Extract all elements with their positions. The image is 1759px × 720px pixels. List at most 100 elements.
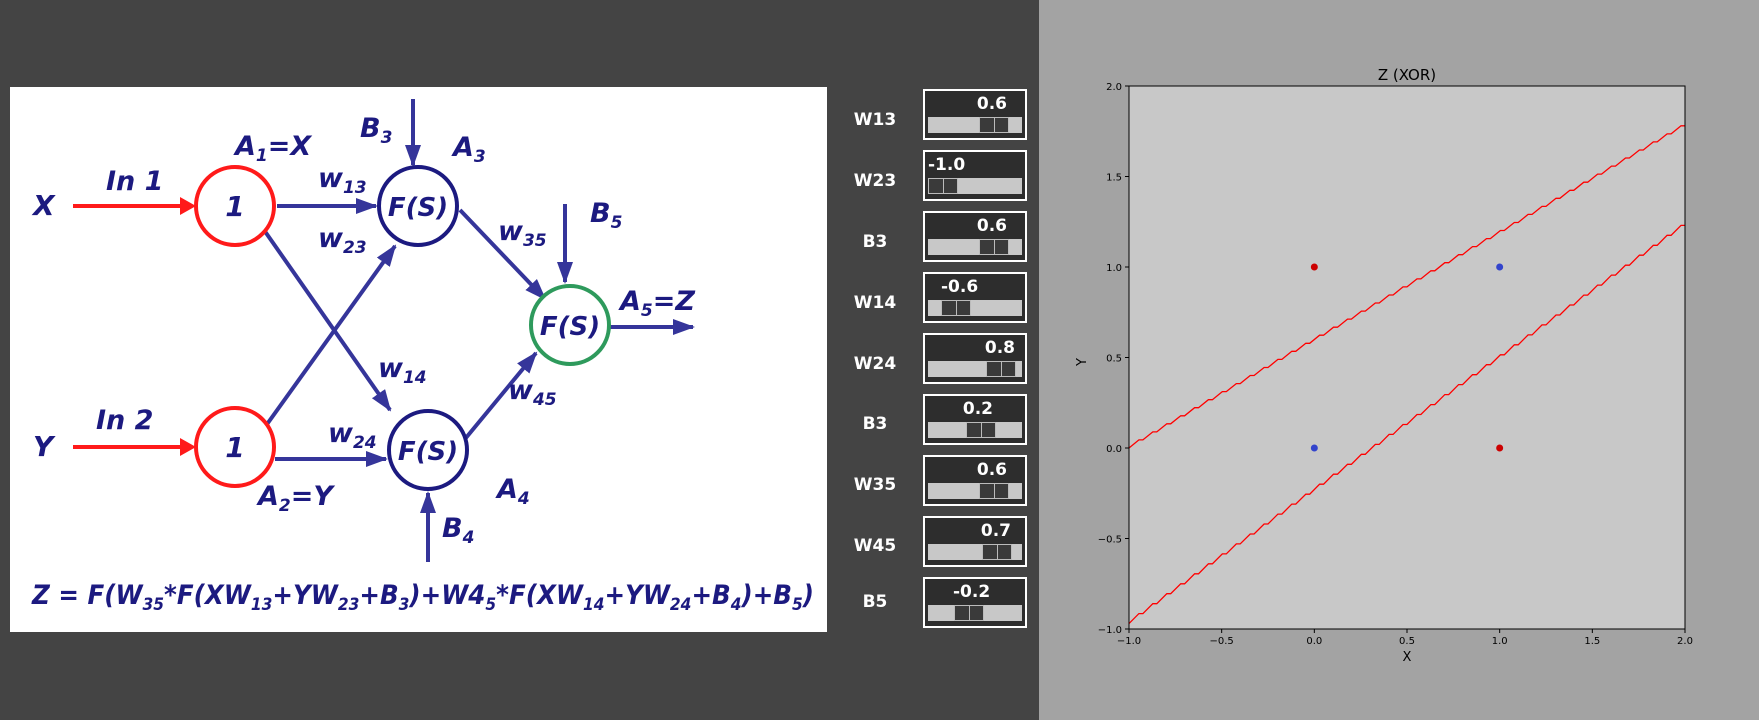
y-tick-label: 0.0 [1106, 444, 1122, 455]
w14-arrow [262, 228, 392, 412]
w13-label: w13 [318, 163, 367, 198]
output-node-5 [529, 284, 611, 366]
slider-w13[interactable]: 0.6 [923, 89, 1027, 140]
slider-label-w35: W35 [853, 475, 897, 495]
slider-label-b4: B3 [862, 414, 888, 434]
input-node-2 [194, 406, 276, 488]
slider-w24[interactable]: 0.8 [923, 333, 1027, 384]
w23-arrow [263, 244, 397, 429]
x-tick-label: −0.5 [1210, 636, 1234, 647]
y-tick-label: −1.0 [1098, 625, 1122, 636]
y-tick-label: 2.0 [1106, 82, 1122, 93]
w14-label: w14 [378, 353, 427, 388]
data-point-1 [1310, 263, 1318, 271]
slider-label-b5: B5 [862, 592, 888, 612]
slider-track-b3[interactable] [928, 239, 1022, 255]
x-tick-label: −1.0 [1117, 636, 1141, 647]
y-tick-label: 1.0 [1106, 263, 1122, 274]
slider-track-w23[interactable] [928, 178, 1022, 194]
slider-value-b3: 0.6 [976, 216, 1007, 236]
data-point-3 [1310, 444, 1318, 452]
plot-area [1129, 86, 1685, 629]
left-pane: 1 1 F(S) F(S) F(S) X Y In 1 In 2 A1=X A2… [10, 87, 1027, 632]
slider-label-w24: W24 [853, 354, 897, 374]
plot-title: Z (XOR) [1378, 66, 1436, 84]
slider-value-w13: 0.6 [976, 94, 1007, 114]
plot-pane: −1.0 −0.5 0.0 0.5 1.0 1.5 2.0 −1.0 −0.5 0.0 0.5 1.… [1039, 0, 1759, 720]
input-x-arrowhead [180, 197, 196, 215]
input-y-arrowhead [180, 438, 196, 456]
slider-track-w24[interactable] [928, 361, 1022, 377]
input-node-1 [194, 165, 276, 247]
decision-line-1 [1128, 125, 1685, 449]
diagram-svg: 1 1 F(S) F(S) F(S) X Y In 1 In 2 A1=X A2… [31, 99, 814, 615]
in2-label: In 2 [96, 405, 153, 436]
slider-track-w13[interactable] [928, 117, 1022, 133]
decision-line-2 [1128, 224, 1685, 625]
slider-thumb-b4[interactable] [966, 422, 997, 438]
node5-text: F(S) [540, 312, 600, 342]
slider-thumb-b5[interactable] [953, 605, 984, 621]
slider-w14[interactable]: -0.6 [923, 272, 1027, 323]
data-point-4 [1496, 444, 1504, 452]
x-tick-label: 1.0 [1492, 636, 1508, 647]
xor-plot: −1.0 −0.5 0.0 0.5 1.0 1.5 2.0 −1.0 −0.5 0.0 0.5 1.… [1075, 66, 1693, 665]
a1-label: A1=X [233, 131, 312, 166]
a5-label: A5=Z [618, 286, 695, 321]
slider-thumb-w45[interactable] [982, 544, 1013, 560]
x-tick-label: 1.5 [1584, 636, 1600, 647]
slider-b5[interactable]: -0.2 [923, 577, 1027, 628]
x-axis-label: X [1403, 650, 1412, 665]
slider-track-b5[interactable] [928, 605, 1022, 621]
w24-label: w24 [328, 418, 377, 453]
node4-text: F(S) [398, 437, 458, 467]
slider-b3[interactable]: 0.6 [923, 211, 1027, 262]
data-point-2 [1496, 263, 1504, 271]
plot-points [1310, 263, 1504, 452]
x-tick-label: 0.5 [1399, 636, 1415, 647]
slider-value-b4: 0.2 [962, 399, 993, 419]
slider-w23[interactable]: -1.0 [923, 150, 1027, 201]
slider-label-w14: W14 [853, 293, 897, 313]
y-tick-label: 1.5 [1106, 173, 1122, 184]
input-x-label: X [31, 189, 56, 222]
x-ticks: −1.0 −0.5 0.0 0.5 1.0 1.5 2.0 [1117, 629, 1693, 647]
a2-label: A2=Y [256, 481, 335, 516]
w45-arrow [463, 351, 538, 441]
y-tick-label: −0.5 [1098, 535, 1122, 546]
in1-label: In 1 [106, 166, 163, 197]
x-tick-label: 0.0 [1306, 636, 1322, 647]
slider-thumb-w35[interactable] [979, 483, 1010, 499]
plot-lines [1128, 125, 1685, 625]
slider-track-w14[interactable] [928, 300, 1022, 316]
w23-label: w23 [318, 223, 367, 258]
slider-w45[interactable]: 0.7 [923, 516, 1027, 567]
slider-thumb-w24[interactable] [985, 361, 1016, 377]
slider-thumb-w23[interactable] [928, 178, 958, 194]
slider-w35[interactable]: 0.6 [923, 455, 1027, 506]
y-tick-label: 0.5 [1106, 354, 1122, 365]
slider-value-w35: 0.6 [976, 460, 1007, 480]
slider-value-w45: 0.7 [980, 521, 1011, 541]
slider-label-w23: W23 [853, 171, 897, 191]
node3-text: F(S) [388, 193, 448, 223]
hidden-node-4 [387, 409, 469, 491]
slider-thumb-w13[interactable] [979, 117, 1010, 133]
w45-label: w45 [508, 375, 557, 410]
y-ticks: −1.0 −0.5 0.0 0.5 1.0 1.5 2.0 [1098, 82, 1129, 636]
slider-label-b3: B3 [862, 232, 888, 252]
a3-label: A3 [451, 132, 486, 167]
slider-track-b4[interactable] [928, 422, 1022, 438]
x-tick-label: 2.0 [1677, 636, 1693, 647]
b5-label: B5 [590, 198, 622, 233]
b3-label: B3 [360, 113, 392, 148]
slider-track-w45[interactable] [928, 544, 1022, 560]
y-axis-label: Y [1075, 358, 1090, 367]
slider-b4[interactable]: 0.2 [923, 394, 1027, 445]
slider-thumb-w14[interactable] [940, 300, 971, 316]
b4-label: B4 [442, 513, 474, 548]
neural-network-diagram: 1 1 F(S) F(S) F(S) X Y In 1 In 2 A1=X A2… [10, 87, 827, 632]
slider-track-w35[interactable] [928, 483, 1022, 499]
hidden-node-3 [377, 165, 459, 247]
slider-thumb-b3[interactable] [979, 239, 1010, 255]
